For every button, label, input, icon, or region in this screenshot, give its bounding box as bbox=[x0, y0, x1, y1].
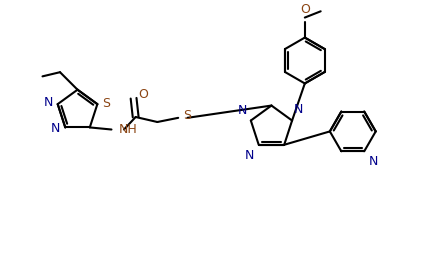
Text: N: N bbox=[245, 149, 254, 162]
Text: N: N bbox=[51, 122, 60, 135]
Text: O: O bbox=[300, 3, 310, 16]
Text: N: N bbox=[237, 104, 247, 117]
Text: O: O bbox=[138, 88, 148, 101]
Text: S: S bbox=[102, 97, 110, 110]
Text: N: N bbox=[43, 95, 53, 108]
Text: N: N bbox=[368, 155, 378, 168]
Text: NH: NH bbox=[118, 123, 137, 136]
Text: N: N bbox=[294, 102, 303, 115]
Text: S: S bbox=[183, 109, 191, 122]
